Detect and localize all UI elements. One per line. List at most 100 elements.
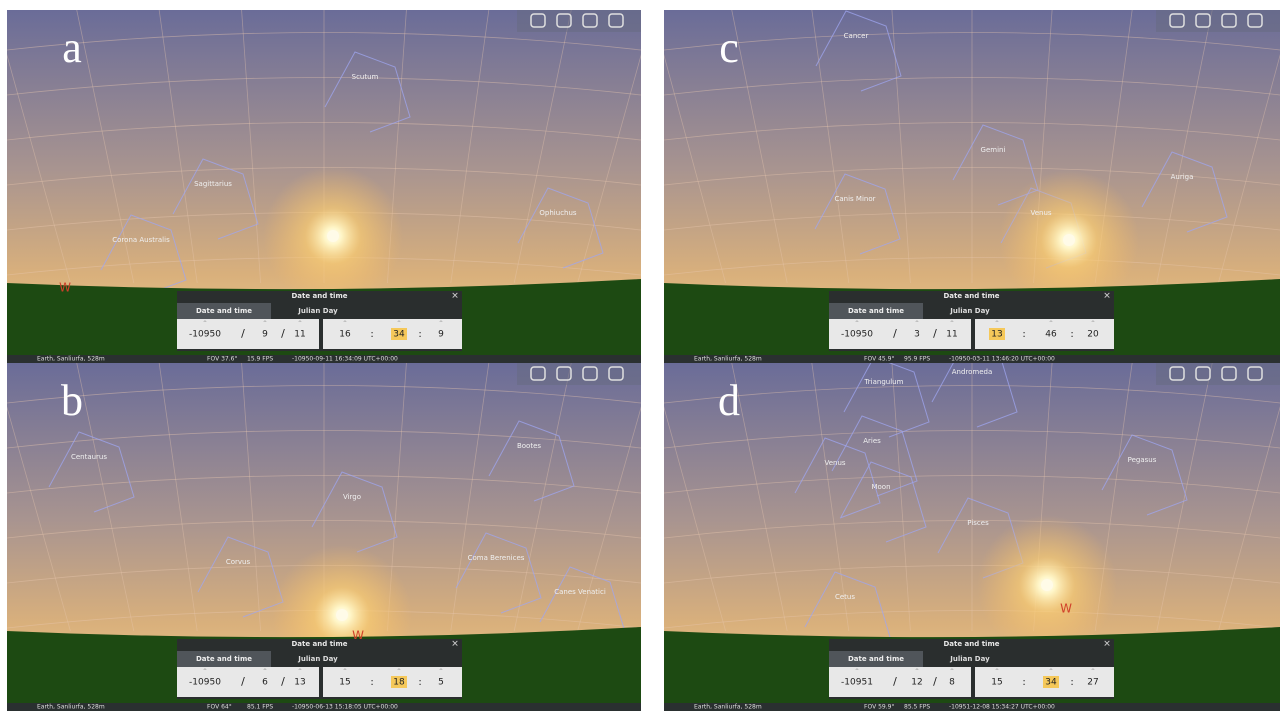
time-field[interactable]: 15 (339, 678, 350, 688)
toolbar-button[interactable] (1195, 13, 1211, 28)
time-field[interactable]: 18 (393, 678, 405, 688)
toolbar-button[interactable] (1247, 366, 1263, 381)
dialog-title: Date and time (943, 640, 999, 648)
tab[interactable]: Date and time (196, 655, 252, 663)
date-field[interactable]: 3 (914, 330, 920, 340)
date-time-dialog: Date and time ✕ Date and time Julian Day ^ -1… (829, 639, 1114, 699)
date-field[interactable]: -10951 (841, 678, 873, 688)
time-field[interactable]: 34 (1045, 678, 1057, 688)
toolbar-button[interactable] (1221, 13, 1237, 28)
date-field[interactable]: 8 (949, 678, 955, 688)
spin-arrow[interactable]: ^ (1049, 669, 1053, 675)
toolbar-button[interactable] (608, 366, 624, 381)
time-field[interactable]: 27 (1087, 678, 1098, 688)
spin-arrow[interactable]: ^ (915, 321, 919, 327)
grid-line (7, 385, 641, 404)
tab[interactable]: Date and time (848, 655, 904, 663)
grid-line (664, 610, 1280, 629)
date-field[interactable]: 11 (946, 330, 957, 340)
time-field[interactable]: 34 (393, 330, 405, 340)
time-field[interactable]: 15 (991, 678, 1002, 688)
toolbar-button[interactable] (582, 13, 598, 28)
toolbar-button[interactable] (530, 366, 546, 381)
date-separator: / (893, 675, 897, 688)
spin-arrow[interactable]: ^ (343, 669, 347, 675)
dialog-close[interactable]: ✕ (1103, 640, 1111, 650)
date-field[interactable]: 12 (911, 678, 922, 688)
spin-arrow[interactable]: ^ (1091, 321, 1095, 327)
spin-arrow[interactable]: ^ (995, 669, 999, 675)
toolbar-button[interactable] (1195, 366, 1211, 381)
spin-arrow[interactable]: ^ (950, 321, 954, 327)
time-field[interactable]: 5 (438, 678, 444, 688)
time-separator: : (1070, 677, 1073, 688)
time-field[interactable]: 20 (1087, 330, 1099, 340)
time-separator: : (418, 677, 421, 688)
spin-arrow[interactable]: ^ (1049, 321, 1053, 327)
spin-arrow[interactable]: ^ (298, 321, 302, 327)
spin-arrow[interactable]: ^ (1091, 669, 1095, 675)
sun (1063, 234, 1075, 246)
time-separator: : (1070, 329, 1073, 340)
toolbar-button[interactable] (556, 366, 572, 381)
spin-arrow[interactable]: ^ (915, 669, 919, 675)
status-location: Earth, Sanliurfa, 528m (37, 704, 105, 711)
tab[interactable]: Date and time (848, 307, 904, 315)
spin-arrow[interactable]: ^ (263, 669, 267, 675)
toolbar-button[interactable] (1247, 13, 1263, 28)
grid-line (7, 520, 641, 539)
date-field[interactable]: -10950 (841, 330, 873, 340)
dialog-close[interactable]: ✕ (451, 292, 459, 302)
cardinal-point: W (59, 281, 71, 295)
toolbar-button[interactable] (1169, 13, 1185, 28)
tab[interactable]: Date and time (196, 307, 252, 315)
date-separator: / (893, 327, 897, 340)
tab[interactable]: Julian Day (949, 307, 990, 315)
constellation-label: Ophiuchus (539, 209, 576, 217)
tab[interactable]: Julian Day (297, 307, 338, 315)
spin-arrow[interactable]: ^ (343, 321, 347, 327)
dialog-close[interactable]: ✕ (1103, 292, 1111, 302)
spin-arrow[interactable]: ^ (439, 669, 443, 675)
stellarium-view: Scutum Sagittarius Ophiuchus Corona Austral… (7, 10, 641, 363)
time-field[interactable]: 9 (438, 330, 444, 340)
sky-view: Cancer Gemini Canis Minor Auriga Venus c Date … (664, 10, 1280, 363)
spin-arrow[interactable]: ^ (439, 321, 443, 327)
spin-arrow[interactable]: ^ (263, 321, 267, 327)
spin-arrow[interactable]: ^ (855, 321, 859, 327)
spin-arrow[interactable]: ^ (950, 669, 954, 675)
date-field[interactable]: 9 (262, 330, 268, 340)
time-field[interactable]: 13 (991, 330, 1002, 340)
status-fov: FOV 64° (207, 704, 232, 711)
toolbar-button[interactable] (556, 13, 572, 28)
date-field[interactable]: -10950 (189, 330, 221, 340)
toolbar-button[interactable] (1169, 366, 1185, 381)
constellation-label: Moon (871, 483, 890, 491)
date-field[interactable]: 6 (262, 678, 268, 688)
spin-arrow[interactable]: ^ (397, 669, 401, 675)
tab[interactable]: Julian Day (297, 655, 338, 663)
date-separator: / (933, 327, 937, 340)
time-field[interactable]: 16 (339, 330, 351, 340)
date-field[interactable]: 11 (294, 330, 305, 340)
tab[interactable]: Julian Day (949, 655, 990, 663)
toolbar-button[interactable] (608, 13, 624, 28)
spin-arrow[interactable]: ^ (298, 669, 302, 675)
date-field[interactable]: -10950 (189, 678, 221, 688)
time-field[interactable]: 46 (1045, 330, 1057, 340)
dialog-close[interactable]: ✕ (451, 640, 459, 650)
status-location: Earth, Sanliurfa, 528m (694, 356, 762, 363)
spin-arrow[interactable]: ^ (203, 669, 207, 675)
status-bar (7, 355, 641, 363)
toolbar-button[interactable] (1221, 366, 1237, 381)
spin-arrow[interactable]: ^ (855, 669, 859, 675)
spin-arrow[interactable]: ^ (397, 321, 401, 327)
date-field[interactable]: 13 (294, 678, 305, 688)
toolbar-button[interactable] (530, 13, 546, 28)
field-highlight (1043, 676, 1059, 688)
toolbar-button[interactable] (582, 366, 598, 381)
spin-arrow[interactable]: ^ (203, 321, 207, 327)
spin-arrow[interactable]: ^ (995, 321, 999, 327)
panel-label: d (718, 376, 740, 425)
